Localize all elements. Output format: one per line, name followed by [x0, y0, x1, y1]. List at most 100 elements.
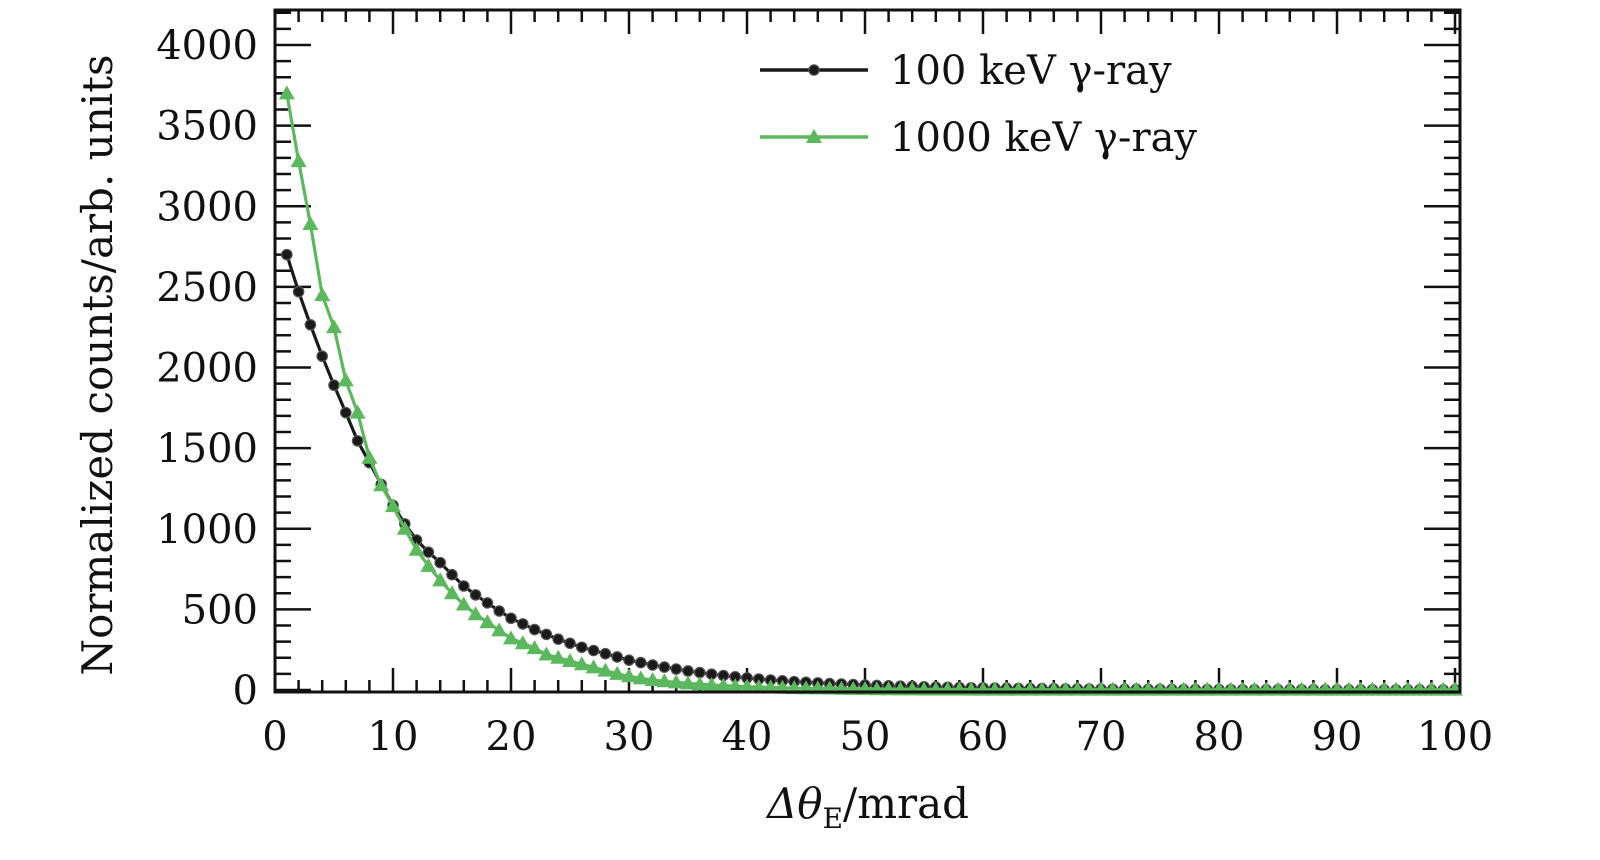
data-point: [351, 435, 364, 447]
data-point: [774, 679, 791, 694]
data-point: [491, 622, 508, 637]
data-point: [432, 572, 449, 587]
data-point: [514, 635, 531, 650]
legend-label: 1000 keV γ-ray: [890, 115, 1197, 161]
data-point: [481, 597, 494, 609]
data-point: [290, 153, 307, 168]
data-point: [302, 215, 319, 230]
data-point: [349, 404, 366, 419]
data-point: [422, 546, 435, 558]
y-tick-label: 500: [182, 587, 258, 633]
data-point: [396, 520, 413, 535]
data-point: [658, 661, 671, 673]
data-point: [587, 644, 600, 657]
data-point: [304, 318, 317, 331]
x-tick-label: 30: [604, 714, 655, 760]
series-2: [278, 85, 1463, 696]
data-point: [682, 665, 694, 677]
data-point: [750, 679, 767, 694]
data-point: [292, 285, 305, 298]
data-point: [528, 623, 541, 636]
data-point: [739, 678, 755, 693]
data-point: [611, 651, 623, 663]
x-tick-label: 90: [1312, 714, 1363, 760]
data-point: [446, 568, 458, 581]
x-tick-label: 40: [722, 714, 773, 760]
data-point: [656, 673, 673, 688]
data-point: [644, 672, 661, 687]
data-point: [623, 654, 635, 666]
data-point: [361, 449, 378, 464]
y-tick-label: 3000: [156, 184, 258, 230]
data-point: [680, 675, 696, 690]
y-axis-label: Normalized counts/arb. units: [73, 54, 122, 675]
y-tick-label: 1500: [156, 426, 258, 472]
data-point: [538, 646, 555, 661]
data-point: [727, 678, 744, 693]
y-tick-label: 0: [233, 668, 258, 714]
data-point: [457, 580, 470, 592]
x-axis-label: ΔθE/mrad: [765, 779, 969, 835]
data-point: [408, 541, 425, 556]
legend-entry: 1000 keV γ-ray: [760, 115, 1197, 161]
y-tick-label: 2500: [156, 265, 258, 311]
legend-entry: 100 keV γ-ray: [760, 48, 1172, 94]
plot-frame: [273, 8, 1462, 694]
data-point: [575, 641, 588, 654]
data-point: [597, 662, 614, 677]
data-point: [808, 64, 820, 76]
data-point: [326, 319, 342, 334]
x-tick-label: 10: [368, 714, 419, 760]
y-tick-label: 3500: [156, 104, 258, 150]
y-tick-label: 1000: [156, 507, 258, 553]
series-line: [285, 254, 1455, 692]
data-point: [493, 605, 505, 617]
data-point: [585, 659, 602, 674]
data-point: [420, 557, 437, 572]
data-point: [691, 676, 708, 691]
data-point: [469, 589, 482, 601]
data-point: [632, 670, 649, 685]
y-tick-label: 4000: [156, 23, 258, 69]
data-point: [715, 677, 732, 692]
x-tick-label: 0: [262, 714, 287, 760]
data-point: [564, 637, 576, 650]
data-point: [316, 350, 328, 363]
x-tick-label: 60: [958, 714, 1009, 760]
x-axis-label-subscript: E: [823, 802, 843, 835]
data-point: [806, 129, 822, 143]
data-point: [646, 659, 659, 671]
data-point: [328, 379, 340, 392]
data-point: [670, 663, 682, 675]
data-point: [385, 498, 401, 513]
data-point: [339, 406, 352, 419]
data-point: [467, 606, 484, 621]
data-point: [505, 612, 517, 625]
data-point: [444, 585, 460, 600]
labels-layer: 0 10 20 30 40 50 60 70 80 90 100050010001500200025…: [156, 23, 1493, 760]
data-point: [762, 679, 779, 694]
data-point: [634, 656, 647, 669]
x-tick-label: 20: [486, 714, 537, 760]
x-tick-label: 50: [840, 714, 891, 760]
x-tick-label: 100: [1417, 714, 1493, 760]
data-point: [479, 614, 496, 629]
data-point: [621, 668, 637, 683]
data-point: [434, 556, 446, 569]
data-point: [609, 665, 626, 680]
legend-label: 100 keV γ-ray: [890, 48, 1172, 94]
data-point: [516, 618, 529, 630]
data-point: [599, 647, 612, 660]
data-point: [280, 248, 293, 261]
series-1: [280, 248, 1461, 696]
data-point: [668, 674, 685, 689]
data-point: [278, 85, 295, 100]
legend: 100 keV γ-ray 1000 keV γ-ray: [760, 48, 1197, 161]
data-point: [540, 628, 553, 641]
data-point: [550, 649, 567, 664]
y-tick-label: 2000: [156, 346, 258, 392]
x-axis-label-symbol: Δθ: [765, 779, 823, 828]
data-point: [337, 372, 354, 387]
data-point: [562, 652, 578, 667]
